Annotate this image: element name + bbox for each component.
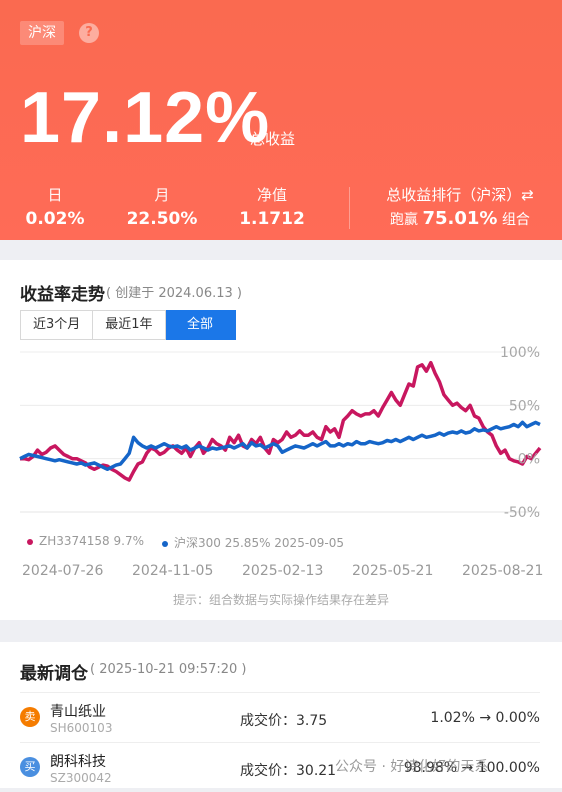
tab-all[interactable]: 全部 [165,310,236,340]
trade-price: 成交价：30.21 [240,763,337,779]
summary-header: 沪深 ? 17.12% 总收益 日 0.02% 月 22.50% 净值 1.17… [0,0,562,240]
total-return-label: 总收益 [250,130,296,148]
x-tick-label: 2025-02-13 [242,563,324,579]
legend-dot [27,538,33,545]
rank-panel[interactable]: 总收益排行（沪深）⇄ 跑赢 75.01% 组合 [360,185,560,234]
x-tick-label: 2025-08-21 [462,563,544,579]
y-tick-label: -50% [504,505,540,521]
trend-subtitle: ( 创建于 2024.06.13 ) [106,286,242,301]
weight-change: 1.02% → 0.00% [430,710,540,726]
stat-day: 日 0.02% [5,185,105,233]
stat-value: 1.1712 [239,209,305,229]
range-tabs: 近3个月 最近1年 全部 [20,310,236,340]
legend-item-portfolio[interactable]: ZH3374158 9.7% [27,534,144,551]
x-tick-label: 2024-07-26 [22,563,104,579]
recent-trades-card [0,642,562,788]
return-trend-chart[interactable]: 100% 50% 0% -50% [0,340,562,530]
trade-row[interactable]: 买 朗科科技 SZ300042 成交价：30.21 98.98% → 100.0… [20,742,540,792]
stock-name[interactable]: 朗科科技 [50,754,106,770]
stock-code: SH600103 [50,721,113,735]
y-tick-label: 50% [509,398,540,414]
stat-label: 月 [154,186,170,204]
rank-value-line: 跑赢 75.01% 组合 [360,205,560,234]
stat-label: 净值 [256,186,287,204]
legend-text: ZH3374158 9.7% [39,534,144,548]
trend-title: 收益率走势 [20,285,105,305]
tab-3-months[interactable]: 近3个月 [20,310,94,340]
trade-price: 成交价：3.75 [240,713,328,729]
market-tag[interactable]: 沪深 [20,21,64,45]
stats-divider [349,187,350,229]
help-icon[interactable]: ? [79,23,99,43]
stock-name[interactable]: 青山纸业 [50,704,106,720]
stat-value: 0.02% [25,209,85,229]
trade-row[interactable]: 卖 青山纸业 SH600103 成交价：3.75 1.02% → 0.00% [20,692,540,742]
weight-change: 98.98% → 100.00% [403,760,540,776]
x-tick-label: 2024-11-05 [132,563,214,579]
rank-prefix: 跑赢 [390,212,419,228]
legend-text: 沪深300 25.85% 2025-09-05 [174,536,345,550]
series-line-index [19,420,541,472]
rank-value: 75.01% [422,208,498,229]
buy-badge: 买 [20,757,40,777]
recent-subtitle: ( 2025-10-21 09:57:20 ) [90,662,247,677]
total-return-value: 17.12% [20,78,271,158]
legend-item-index[interactable]: 沪深300 25.85% 2025-09-05 [162,534,344,551]
recent-title: 最新调仓 [20,664,88,684]
chart-legend: ZH3374158 9.7% 沪深300 25.85% 2025-09-05 [27,534,344,551]
stat-value: 22.50% [126,209,198,229]
y-tick-label: 0% [518,452,540,468]
x-tick-label: 2025-05-21 [352,563,434,579]
chart-disclaimer: 提示：组合数据与实际操作结果存在差异 [172,593,389,607]
rank-suffix: 组合 [501,212,530,228]
stock-code: SZ300042 [50,771,112,785]
stat-nav: 净值 1.1712 [222,185,322,233]
y-tick-label: 100% [500,345,540,361]
sell-badge: 卖 [20,707,40,727]
stat-label: 日 [47,186,63,204]
wechat-watermark: 公众号 · 好诗化好的天系 [335,759,489,775]
tab-1-year[interactable]: 最近1年 [93,310,166,340]
rank-label[interactable]: 总收益排行（沪深）⇄ [386,186,534,204]
series-line-portfolio [20,360,542,482]
legend-dot [162,540,168,547]
stat-month: 月 22.50% [112,185,212,233]
